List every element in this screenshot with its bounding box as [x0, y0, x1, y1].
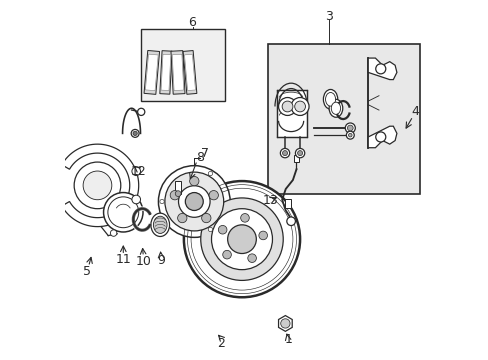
Circle shape	[108, 197, 139, 228]
Circle shape	[110, 230, 117, 236]
Circle shape	[170, 190, 179, 200]
Circle shape	[132, 195, 140, 204]
Circle shape	[218, 225, 226, 234]
Bar	[276, 90, 306, 137]
Bar	[285, 199, 290, 208]
Bar	[267, 44, 419, 194]
Circle shape	[131, 130, 139, 137]
Polygon shape	[145, 54, 158, 91]
Circle shape	[74, 162, 121, 209]
Text: 7: 7	[201, 147, 209, 159]
Circle shape	[348, 134, 351, 137]
Text: 9: 9	[157, 254, 165, 267]
Text: 8: 8	[195, 151, 203, 164]
Circle shape	[189, 176, 199, 186]
Circle shape	[103, 193, 142, 232]
Circle shape	[133, 131, 137, 135]
Circle shape	[208, 227, 212, 231]
Circle shape	[83, 171, 112, 200]
Circle shape	[280, 148, 289, 158]
Circle shape	[282, 101, 292, 112]
Text: 1: 1	[284, 333, 292, 346]
Polygon shape	[161, 54, 170, 90]
Circle shape	[178, 186, 210, 217]
Ellipse shape	[151, 213, 169, 237]
Circle shape	[160, 199, 164, 204]
Circle shape	[132, 167, 140, 176]
Circle shape	[295, 148, 304, 158]
Text: 10: 10	[136, 255, 152, 267]
Circle shape	[345, 123, 355, 133]
Polygon shape	[172, 54, 183, 91]
Circle shape	[223, 250, 231, 259]
Polygon shape	[367, 58, 396, 80]
Text: 5: 5	[82, 265, 91, 278]
Ellipse shape	[325, 93, 335, 106]
Circle shape	[185, 193, 203, 211]
Circle shape	[240, 213, 249, 222]
Polygon shape	[278, 316, 292, 331]
Circle shape	[258, 231, 267, 240]
Circle shape	[278, 98, 296, 116]
Polygon shape	[184, 54, 195, 91]
Polygon shape	[160, 51, 172, 94]
Circle shape	[183, 181, 300, 297]
Circle shape	[209, 190, 218, 200]
Circle shape	[375, 64, 385, 74]
Circle shape	[286, 217, 295, 226]
Bar	[175, 181, 181, 194]
Circle shape	[346, 125, 352, 131]
Circle shape	[175, 191, 181, 197]
Circle shape	[158, 166, 230, 237]
Text: 11: 11	[115, 253, 131, 266]
Ellipse shape	[328, 99, 342, 117]
Polygon shape	[183, 50, 197, 94]
Circle shape	[247, 254, 256, 262]
Text: 4: 4	[410, 105, 418, 118]
Text: 2: 2	[217, 337, 224, 350]
Text: 3: 3	[324, 10, 332, 23]
Polygon shape	[144, 50, 159, 94]
Ellipse shape	[323, 89, 337, 109]
Circle shape	[346, 131, 353, 139]
Circle shape	[227, 225, 256, 253]
Circle shape	[282, 150, 287, 156]
Ellipse shape	[330, 102, 340, 114]
Polygon shape	[367, 126, 396, 148]
Circle shape	[201, 213, 210, 223]
Polygon shape	[61, 144, 139, 226]
Circle shape	[290, 98, 308, 116]
Text: 12: 12	[131, 165, 146, 177]
Text: 6: 6	[188, 16, 196, 29]
Bar	[140, 30, 224, 101]
Circle shape	[208, 171, 212, 176]
Circle shape	[177, 213, 186, 223]
Circle shape	[280, 319, 289, 328]
Polygon shape	[171, 51, 184, 94]
Circle shape	[211, 209, 272, 270]
Circle shape	[294, 101, 305, 112]
Ellipse shape	[153, 216, 167, 233]
Circle shape	[164, 172, 223, 231]
Text: 13: 13	[262, 194, 278, 207]
Circle shape	[201, 198, 283, 280]
Circle shape	[137, 108, 144, 116]
Circle shape	[297, 150, 302, 156]
Bar	[293, 155, 298, 162]
Circle shape	[375, 132, 385, 142]
